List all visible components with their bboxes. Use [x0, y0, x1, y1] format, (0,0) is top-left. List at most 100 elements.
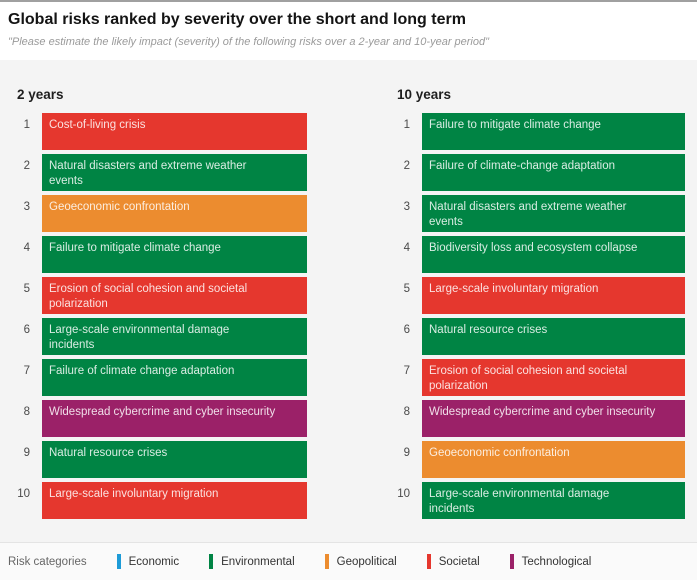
risk-bar-geopolitical: Geoeconomic confrontation — [422, 441, 685, 479]
ranking-row: 3 Natural disasters and extreme weather e… — [388, 195, 685, 233]
ranking-list: 1 Cost-of-living crisis 2 Natural disasters… — [8, 113, 307, 520]
risk-label: Biodiversity loss and ecosystem collapse — [429, 242, 638, 255]
risk-bar-technological: Widespread cybercrime and cyber insecuri… — [422, 400, 685, 438]
ranking-row: 7 Failure of climate change adaptation — [8, 359, 307, 397]
risk-bar-environmental: Failure of climate-change adaptation — [422, 154, 685, 192]
risk-bar-societal: Cost-of-living crisis — [42, 113, 307, 151]
risk-bar-environmental: Failure to mitigate climate change — [422, 113, 685, 151]
risk-label: Natural disasters and extreme weather ev… — [49, 160, 247, 188]
risk-bar-environmental: Natural resource crises — [422, 318, 685, 356]
ranking-list: 1 Failure to mitigate climate change 2 Fail… — [388, 113, 685, 520]
legend-item-technological: Technological — [509, 554, 592, 569]
rank-number: 7 — [23, 365, 30, 378]
risk-label: Natural disasters and extreme weather ev… — [429, 201, 627, 229]
risk-label: Failure to mitigate climate change — [49, 242, 221, 255]
risk-bar-environmental: Failure of climate change adaptation — [42, 359, 307, 397]
risk-bar-societal: Erosion of social cohesion and societal … — [42, 277, 307, 315]
legend-label: Economic — [128, 555, 180, 568]
risk-label: Widespread cybercrime and cyber insecuri… — [49, 406, 276, 419]
ranking-row: 10 Large-scale environmental damage incid… — [388, 482, 685, 520]
rank-number: 1 — [23, 119, 30, 132]
legend-label: Geopolitical — [336, 555, 397, 568]
risk-bar-societal: Erosion of social cohesion and societal … — [422, 359, 685, 397]
rank-number: 9 — [23, 447, 30, 460]
risk-bar-environmental: Large-scale environmental damage inciden… — [422, 482, 685, 520]
risk-bar-environmental: Natural disasters and extreme weather ev… — [422, 195, 685, 233]
category-swatch-icon — [116, 554, 121, 569]
legend-item-geopolitical: Geopolitical — [324, 554, 397, 569]
risk-label: Failure of climate change adaptation — [49, 365, 235, 378]
risk-label: Large-scale involuntary migration — [429, 283, 599, 296]
rank-number: 1 — [403, 119, 410, 132]
risk-bar-environmental: Large-scale environmental damage inciden… — [42, 318, 307, 356]
legend-label: Societal — [438, 555, 480, 568]
legend-title: Risk categories — [8, 555, 87, 568]
column-title: 10 years — [397, 87, 452, 103]
risk-label: Geoeconomic confrontation — [49, 201, 190, 214]
risk-label: Large-scale environmental damage inciden… — [429, 488, 610, 516]
ranking-row: 4 Biodiversity loss and ecosystem collaps… — [388, 236, 685, 274]
legend-label: Technological — [521, 555, 592, 568]
risk-label: Large-scale involuntary migration — [49, 488, 219, 501]
risk-label: Erosion of social cohesion and societal … — [429, 365, 628, 393]
risk-bar-environmental: Natural disasters and extreme weather ev… — [42, 154, 307, 192]
ranking-row: 1 Cost-of-living crisis — [8, 113, 307, 151]
risk-label: Natural resource crises — [49, 447, 168, 460]
risk-label: Failure of climate-change adaptation — [429, 160, 616, 173]
ranking-row: 2 Natural disasters and extreme weather e… — [8, 154, 307, 192]
legend-item-economic: Economic — [116, 554, 180, 569]
rank-number: 2 — [23, 160, 30, 173]
rank-number: 7 — [403, 365, 410, 378]
ranking-row: 9 Natural resource crises — [8, 441, 307, 479]
rank-number: 4 — [403, 242, 410, 255]
risk-bar-environmental: Natural resource crises — [42, 441, 307, 479]
risk-label: Widespread cybercrime and cyber insecuri… — [429, 406, 656, 419]
ranking-row: 5 Large-scale involuntary migration — [388, 277, 685, 315]
category-swatch-icon — [509, 554, 514, 569]
risk-bar-societal: Large-scale involuntary migration — [42, 482, 307, 520]
ranking-row: 8 Widespread cybercrime and cyber insecur… — [388, 400, 685, 438]
legend-item-societal: Societal — [426, 554, 480, 569]
category-swatch-icon — [209, 554, 214, 569]
risk-label: Geoeconomic confrontation — [429, 447, 570, 460]
risk-label: Cost-of-living crisis — [49, 119, 146, 132]
rank-number: 3 — [403, 201, 410, 214]
legend-label: Environmental — [221, 555, 295, 568]
rank-number: 2 — [403, 160, 410, 173]
risk-label: Large-scale environmental damage inciden… — [49, 324, 230, 352]
risk-bar-geopolitical: Geoeconomic confrontation — [42, 195, 307, 233]
rank-number: 10 — [397, 488, 410, 501]
rank-number: 4 — [23, 242, 30, 255]
risk-label: Erosion of social cohesion and societal … — [49, 283, 248, 311]
risk-bar-technological: Widespread cybercrime and cyber insecuri… — [42, 400, 307, 438]
category-swatch-icon — [426, 554, 431, 569]
rank-number: 8 — [403, 406, 410, 419]
column-title: 2 years — [17, 87, 64, 103]
rank-number: 5 — [403, 283, 410, 296]
ranking-row: 2 Failure of climate-change adaptation — [388, 154, 685, 192]
legend-item-environmental: Environmental — [209, 554, 295, 569]
ranking-row: 10 Large-scale involuntary migration — [8, 482, 307, 520]
risk-bar-societal: Large-scale involuntary migration — [422, 277, 685, 315]
chart-header: Global risks ranked by severity over the… — [0, 0, 697, 61]
ranking-row: 1 Failure to mitigate climate change — [388, 113, 685, 151]
category-swatch-icon — [324, 554, 329, 569]
ranking-row: 5 Erosion of social cohesion and societal… — [8, 277, 307, 315]
rankings-area: 2 years 1 Cost-of-living crisis 2 Natural d… — [0, 87, 697, 523]
rank-number: 6 — [23, 324, 30, 337]
chart-subtitle: "Please estimate the likely impact (seve… — [8, 36, 490, 49]
rank-number: 5 — [23, 283, 30, 296]
rank-number: 8 — [23, 406, 30, 419]
rank-number: 10 — [17, 488, 30, 501]
ranking-row: 6 Natural resource crises — [388, 318, 685, 356]
page-title: Global risks ranked by severity over the… — [8, 11, 466, 28]
risk-label: Failure to mitigate climate change — [429, 119, 601, 132]
ranking-row: 6 Large-scale environmental damage incide… — [8, 318, 307, 356]
risk-bar-environmental: Biodiversity loss and ecosystem collapse — [422, 236, 685, 274]
risk-label: Natural resource crises — [429, 324, 548, 337]
ranking-row: 8 Widespread cybercrime and cyber insecur… — [8, 400, 307, 438]
ranking-row: 9 Geoeconomic confrontation — [388, 441, 685, 479]
rank-number: 3 — [23, 201, 30, 214]
ranking-column: 10 years 1 Failure to mitigate climate ch… — [388, 87, 685, 523]
ranking-column: 2 years 1 Cost-of-living crisis 2 Natural d… — [8, 87, 307, 523]
